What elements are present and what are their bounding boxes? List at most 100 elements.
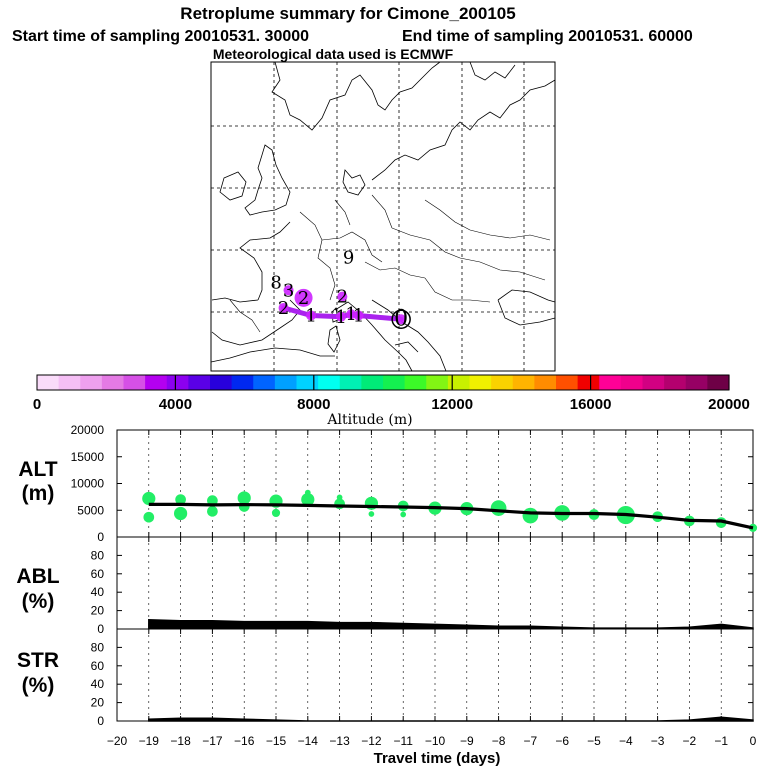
- str-ytick-label: 20: [91, 696, 105, 710]
- colorbar-segment: [426, 375, 449, 390]
- colorbar-tick-label: 20000: [708, 396, 750, 413]
- colorbar-segment: [145, 375, 168, 390]
- x-tick-label: −9: [460, 734, 474, 748]
- x-tick-label: −15: [266, 734, 287, 748]
- trajectory-dot: [346, 309, 357, 320]
- colorbar-segment: [620, 375, 644, 390]
- trajectory-day-label: 1: [345, 304, 356, 325]
- start-time-label: Start time of sampling 20010531. 30000: [12, 28, 309, 45]
- country-border: [391, 227, 546, 281]
- alt-ytick-label: 10000: [71, 477, 105, 491]
- alt-scatter-point: [301, 492, 315, 507]
- coastlines: [210, 61, 556, 372]
- colorbar-segment: [101, 375, 125, 390]
- alt-scatter-point: [142, 491, 156, 506]
- alt-panel-unit: (m): [22, 482, 55, 505]
- alt-scatter-point: [368, 511, 375, 517]
- alt-scatter-point: [336, 494, 343, 501]
- figure-title: Retroplume summary for Cimone_200105: [180, 4, 515, 23]
- colorbar-segment: [58, 375, 81, 390]
- str-ytick-label: 0: [97, 714, 104, 728]
- x-tick-label: −3: [651, 734, 665, 748]
- end-time-label: End time of sampling 20010531. 60000: [402, 28, 693, 45]
- alt-mean-line: [148, 502, 754, 530]
- colorbar-segment: [512, 375, 535, 390]
- trajectory-dot: [336, 311, 347, 322]
- colorbar-tick-label: 0: [33, 396, 41, 413]
- trajectory-day-label: 8: [270, 273, 281, 294]
- country-border: [364, 261, 426, 279]
- x-tick-label: −13: [329, 734, 350, 748]
- trajectory-dot: [283, 285, 294, 296]
- colorbar-tick-label: 4000: [159, 396, 192, 413]
- x-tick-label: −1: [714, 734, 728, 748]
- abl-ytick-label: 80: [91, 548, 105, 562]
- colorbar-segment: [231, 375, 254, 390]
- coastline-northafrica: [210, 347, 335, 363]
- x-tick-label: −2: [683, 734, 697, 748]
- alt-scatter-point: [304, 489, 311, 496]
- colorbar-segment: [166, 375, 189, 390]
- colorbar-segment: [37, 375, 60, 390]
- trajectory-dot: [306, 310, 317, 321]
- met-data-label: Meteorological data used is ECMWF: [213, 46, 454, 62]
- trajectory-dot: [337, 291, 348, 302]
- colorbar-frame: [36, 374, 730, 391]
- colorbar-segment: [383, 375, 406, 390]
- alt-scatter-point: [490, 500, 507, 516]
- x-tick-label: −14: [298, 734, 319, 748]
- x-tick-label: −16: [234, 734, 255, 748]
- colorbar-label: Altitude (m): [326, 412, 412, 428]
- country-border: [334, 194, 393, 229]
- x-tick-label: −18: [170, 734, 191, 748]
- colorbar-segment: [296, 375, 319, 390]
- alt-ytick-label: 5000: [77, 503, 104, 517]
- trajectory-day-label: 2: [337, 287, 348, 308]
- colorbar-segment: [80, 375, 103, 390]
- alt-panel-title: ALT: [18, 458, 57, 481]
- colorbar-segment: [123, 375, 146, 390]
- coastline-finland: [469, 61, 516, 81]
- coastline-france-west: [239, 221, 291, 301]
- trajectory-day-label: 2: [298, 288, 309, 309]
- trajectory-dot: [396, 314, 407, 325]
- colorbar-segment: [318, 375, 341, 390]
- country-border: [424, 277, 491, 303]
- colorbar-tick-label: 8000: [297, 396, 330, 413]
- trajectory-dot: [353, 310, 364, 321]
- alt-ytick-label: 20000: [71, 423, 105, 437]
- abl-ytick-label: 60: [91, 567, 105, 581]
- str-panel-unit: (%): [22, 674, 55, 697]
- colorbar-segment: [361, 375, 384, 390]
- x-tick-label: 0: [750, 734, 757, 748]
- alt-scatter-point: [175, 494, 186, 505]
- abl-area: [148, 619, 754, 630]
- alt-panel-frame: [116, 429, 754, 538]
- colorbar-segment: [599, 375, 622, 390]
- alt-ytick-label: 15000: [71, 450, 105, 464]
- colorbar-segment: [685, 375, 708, 390]
- x-tick-label: −11: [393, 734, 413, 748]
- abl-ytick-label: 20: [91, 604, 105, 618]
- colorbar-segment: [469, 375, 492, 390]
- coastline-italy: [334, 301, 419, 372]
- timeseries-panels: 0 5000 10000 15000 20000 0 20 40 60 80 0 20 40 60 80 −2…: [71, 423, 758, 748]
- colorbar-segment: [534, 375, 557, 390]
- colorbar-segment: [447, 375, 471, 390]
- colorbar-segment: [642, 375, 665, 390]
- altitude-colorbar: 0 4000 8000 12000 16000 20000: [33, 374, 750, 413]
- trajectory-day-label: 9: [343, 247, 354, 268]
- trajectory-dot: [278, 302, 289, 313]
- colorbar-segment: [253, 375, 276, 390]
- trajectory-day-label: 1: [353, 306, 364, 327]
- alt-scatter-point: [238, 501, 250, 512]
- trajectory-day-label: 2: [278, 298, 289, 319]
- colorbar-segment: [491, 375, 514, 390]
- colorbar-tick-label: 16000: [570, 396, 612, 413]
- abl-panel-frame: [116, 536, 754, 630]
- colorbar-segment: [707, 375, 730, 390]
- abl-ytick-label: 40: [91, 585, 105, 599]
- trajectory-path-group: 98 3 2 22 1 111 0: [270, 247, 411, 331]
- str-ytick-label: 40: [91, 677, 105, 691]
- alt-scatter-point: [207, 505, 218, 517]
